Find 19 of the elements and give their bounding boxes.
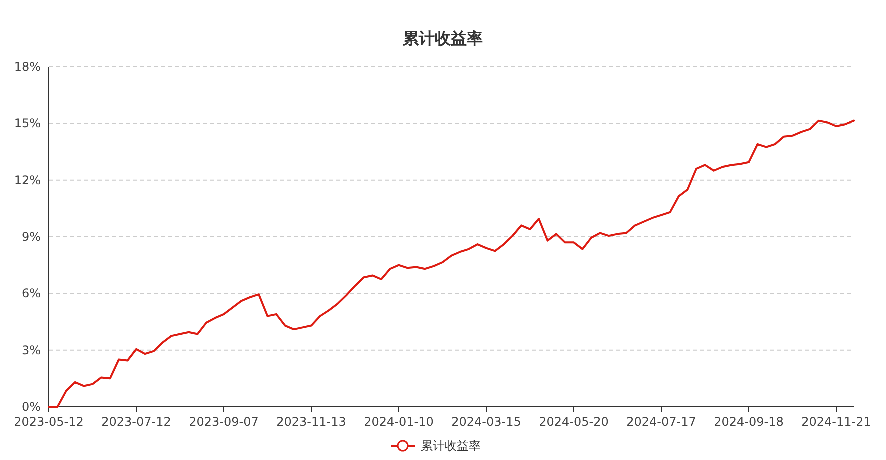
x-tick-label: 2023-09-07: [189, 415, 259, 429]
x-tick-label: 2023-07-12: [102, 415, 172, 429]
x-tick-label: 2023-05-12: [14, 415, 84, 429]
x-tick-label: 2024-09-18: [714, 415, 784, 429]
x-tick-label: 2024-07-17: [626, 415, 696, 429]
y-tick-label: 6%: [22, 286, 41, 301]
x-tick-label: 2024-11-21: [802, 415, 872, 429]
x-tick-label: 2024-05-20: [539, 415, 609, 429]
y-tick-label: 3%: [22, 343, 41, 358]
chart-title: 累计收益率: [402, 29, 483, 48]
y-tick-label: 15%: [14, 116, 41, 131]
x-tick-label: 2023-11-13: [276, 415, 346, 429]
x-tick-label: 2024-03-15: [452, 415, 522, 429]
y-tick-label: 0%: [22, 400, 41, 414]
y-tick-label: 9%: [22, 230, 41, 244]
y-tick-label: 12%: [14, 173, 41, 188]
legend-label: 累计收益率: [421, 439, 481, 453]
x-tick-label: 2024-01-10: [364, 415, 434, 429]
y-tick-label: 18%: [14, 60, 41, 74]
